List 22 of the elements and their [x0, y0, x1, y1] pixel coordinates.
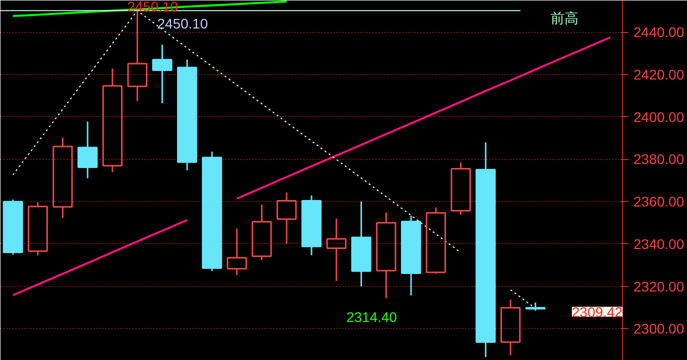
y-tick-label: 2380.00 — [634, 151, 684, 168]
annotation: 2309.42 — [572, 304, 623, 320]
candlestick — [52, 136, 73, 219]
y-tick-label: 2400.00 — [634, 108, 684, 125]
y-tick-label: 2320.00 — [634, 278, 684, 294]
candlestick — [276, 192, 297, 245]
annotation: 前高 — [550, 10, 578, 26]
candlestick — [376, 212, 396, 299]
y-tick-label: 2360.00 — [634, 194, 684, 210]
candlestick — [476, 142, 496, 358]
candlestick — [326, 218, 346, 282]
y-tick-label: 2300.00 — [634, 320, 684, 337]
annotation: 2314.40 — [346, 309, 398, 326]
candlestick — [500, 298, 521, 356]
y-tick-label: 2340.00 — [634, 236, 684, 252]
line-series — [12, 0, 288, 17]
ref-line-label: 2450.10 — [157, 16, 208, 32]
y-tick-label: 2440.00 — [634, 24, 684, 40]
candlestick — [152, 44, 172, 104]
candlestick — [351, 200, 372, 288]
candlestick — [78, 120, 98, 180]
y-tick-label: 2420.00 — [634, 66, 684, 82]
